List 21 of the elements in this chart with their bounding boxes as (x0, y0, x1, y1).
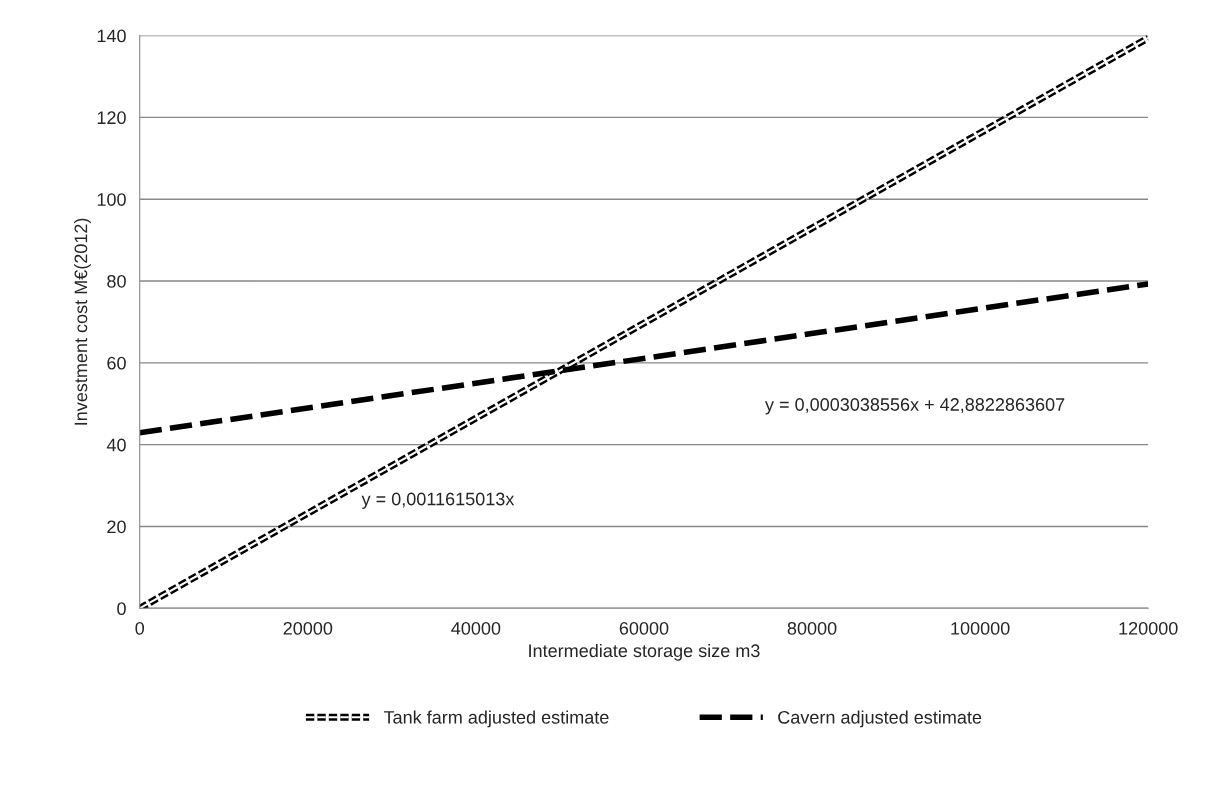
y-tick-label: 80 (107, 274, 126, 288)
y-tick-label: 140 (97, 29, 126, 43)
annotation: y = 0,0003038556x + 42,8822863607 (765, 398, 1065, 415)
y-tick-label: 0 (117, 602, 126, 616)
y-tick-label: 60 (107, 356, 126, 370)
x-axis-title: Intermediate storage size m3 (529, 643, 760, 661)
legend-label: Cavern adjusted estimate (778, 710, 982, 728)
x-tick-label: 100000 (951, 621, 1010, 635)
x-tick-label: 20000 (283, 621, 333, 635)
x-tick-label: 80000 (787, 621, 837, 635)
annotation: y = 0,0011615013x (361, 492, 515, 509)
y-axis-title: Investment cost M€(2012) (74, 218, 91, 425)
x-tick-label: 0 (135, 621, 145, 635)
y-tick-label: 100 (97, 193, 126, 206)
y-tick-label: 120 (97, 111, 126, 125)
legend-label: Tank farm adjusted estimate (383, 710, 609, 728)
x-tick-label: 120000 (1119, 621, 1178, 635)
y-tick-label: 20 (107, 520, 126, 534)
x-tick-label: 60000 (619, 621, 669, 635)
y-tick-label: 40 (106, 438, 126, 452)
x-tick-label: 40000 (451, 621, 501, 635)
